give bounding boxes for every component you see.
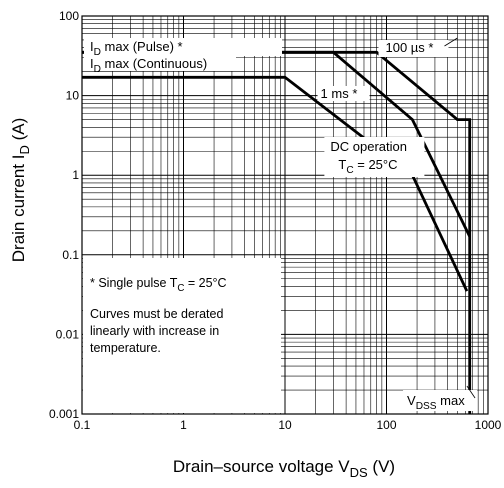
id-cont-box	[84, 56, 236, 71]
note-line: Curves must be derated	[90, 307, 223, 321]
ms1-box	[317, 86, 370, 101]
tick-labels: 0.1 1 10 100 1000 0.001 0.01 0.1 1 10 100	[49, 9, 502, 432]
x-tick-label: 0.1	[74, 418, 91, 432]
us100-box	[378, 40, 449, 57]
note-line: linearly with increase in	[90, 324, 219, 338]
leader-100us	[444, 37, 458, 47]
id-pulse-box	[84, 38, 282, 56]
annotations: ID max (Pulse) *ID max (Continuous) 100 µ…	[9, 37, 478, 480]
curve-dc	[82, 75, 469, 292]
x-axis-title: Drain–source voltage VDS (V)	[173, 457, 395, 480]
y-tick-label: 0.1	[62, 248, 79, 262]
y-tick-label: 0.01	[56, 327, 80, 341]
plot-frame	[81, 15, 489, 415]
x-tick-label: 100	[376, 418, 396, 432]
vdss-max-label: VDSS max	[407, 393, 465, 412]
y-tick-label: 1	[72, 168, 79, 182]
y-tick-label: 100	[59, 9, 79, 23]
note-line: temperature.	[90, 341, 161, 355]
x-tick-label: 10	[278, 418, 292, 432]
vdss-box	[403, 390, 478, 411]
note-box	[83, 258, 281, 413]
label-100us: 100 µs *	[386, 40, 434, 55]
x-tick-label: 1	[180, 418, 187, 432]
id-max-continuous-label: ID max (Continuous)	[90, 56, 207, 75]
dc-operation-label: DC operation	[330, 139, 407, 154]
leader-vdss	[466, 385, 476, 399]
id-max-pulse-label: ID max (Pulse) *	[90, 39, 183, 58]
x-tick-label: 1000	[475, 418, 502, 432]
y-axis-title: Drain current ID (A)	[9, 118, 32, 262]
label-1ms: 1 ms *	[321, 86, 358, 101]
y-tick-label: 10	[66, 89, 80, 103]
dc-tc-label: TC = 25°C	[338, 157, 397, 176]
note-single-pulse: * Single pulse TC = 25°C	[90, 276, 227, 294]
dc-box	[324, 137, 425, 177]
y-tick-label: 0.001	[49, 407, 79, 421]
